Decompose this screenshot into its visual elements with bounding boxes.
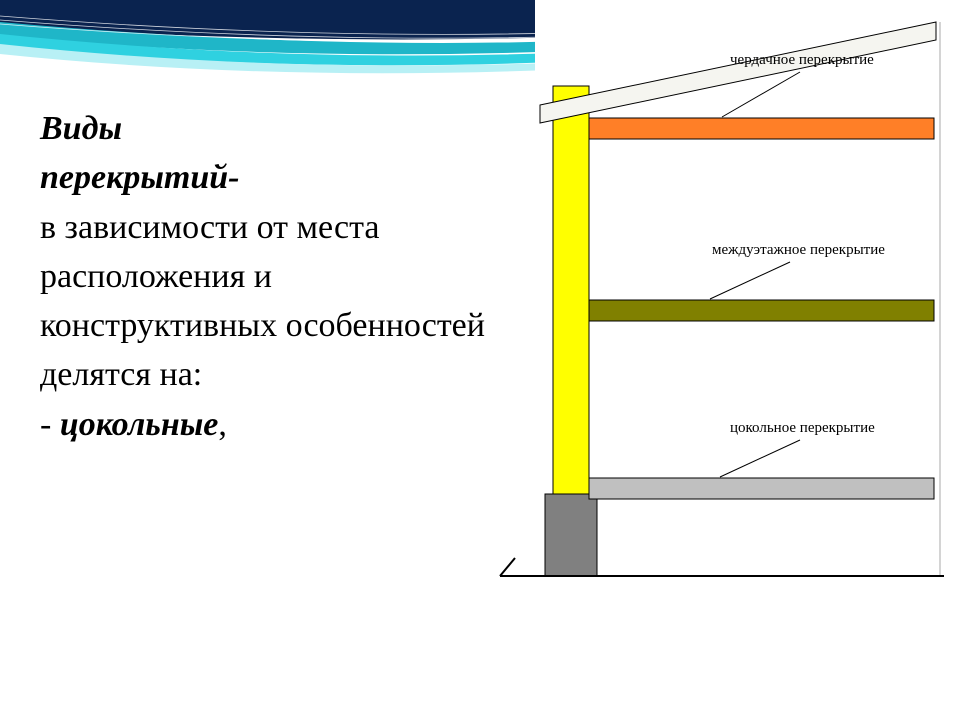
label-basement: цокольное перекрытие [730, 420, 875, 437]
slab-basement [589, 478, 934, 499]
diagram-svg [0, 0, 960, 720]
label-attic: чердачное перекрытие [730, 52, 874, 69]
leader-basement [720, 440, 800, 477]
foundation [545, 494, 597, 576]
label-interfloor: междуэтажное перекрытие [712, 242, 885, 259]
wall [553, 86, 589, 494]
slab-interfloor [589, 300, 934, 321]
leader-interfloor [710, 262, 790, 299]
ground-line-tick [500, 558, 515, 576]
slab-attic [589, 118, 934, 139]
